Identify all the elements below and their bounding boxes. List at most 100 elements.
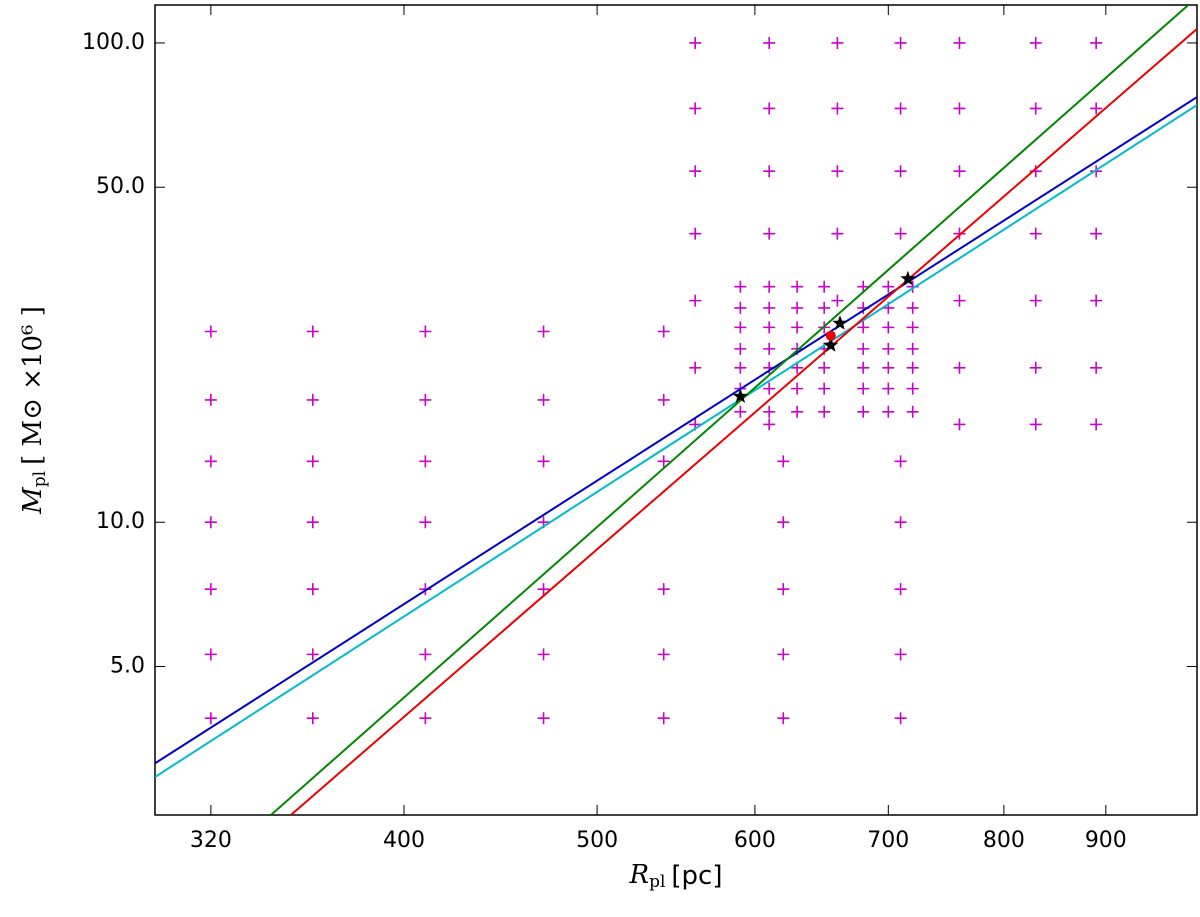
point <box>894 648 907 661</box>
point <box>734 301 747 314</box>
point <box>894 455 907 468</box>
point <box>791 301 804 314</box>
point <box>791 321 804 334</box>
fit-line <box>290 28 1197 815</box>
point <box>894 227 907 240</box>
y-tick-label: 100.0 <box>82 30 145 55</box>
point <box>306 455 319 468</box>
point <box>689 361 702 374</box>
x-tick-label: 320 <box>190 828 232 853</box>
point <box>306 393 319 406</box>
x-axis-label: Rpl [pc] <box>629 860 723 892</box>
point <box>882 342 895 355</box>
point <box>419 648 432 661</box>
point <box>763 405 776 418</box>
x-tick-label: 900 <box>1085 828 1127 853</box>
point <box>1029 36 1042 49</box>
point <box>894 712 907 725</box>
point <box>1029 294 1042 307</box>
point <box>953 36 966 49</box>
point <box>818 361 831 374</box>
fit-line <box>270 5 1189 815</box>
point <box>894 583 907 596</box>
point <box>734 361 747 374</box>
point <box>906 361 919 374</box>
point <box>419 325 432 338</box>
point <box>894 36 907 49</box>
point <box>689 227 702 240</box>
point <box>657 712 670 725</box>
x-tick-label: 600 <box>734 828 776 853</box>
point <box>204 325 217 338</box>
point <box>306 516 319 529</box>
point <box>831 102 844 115</box>
point <box>763 165 776 178</box>
point <box>763 102 776 115</box>
point <box>953 361 966 374</box>
point <box>763 280 776 293</box>
point <box>832 315 848 330</box>
point <box>204 516 217 529</box>
point <box>857 405 870 418</box>
point <box>734 405 747 418</box>
y-tick-label: 10.0 <box>96 509 145 534</box>
fit-line <box>155 104 1197 778</box>
point <box>882 405 895 418</box>
point <box>1090 361 1103 374</box>
point <box>657 455 670 468</box>
point <box>900 270 916 286</box>
x-tick-label: 500 <box>576 828 618 853</box>
point <box>306 583 319 596</box>
point <box>1090 102 1103 115</box>
point <box>419 516 432 529</box>
point <box>791 382 804 395</box>
point <box>777 516 790 529</box>
point <box>419 393 432 406</box>
point <box>906 301 919 314</box>
point <box>818 301 831 314</box>
point <box>419 712 432 725</box>
point <box>204 393 217 406</box>
point <box>1090 227 1103 240</box>
point <box>894 102 907 115</box>
point <box>306 325 319 338</box>
point <box>763 342 776 355</box>
point <box>689 165 702 178</box>
point <box>857 342 870 355</box>
point <box>734 342 747 355</box>
point <box>818 382 831 395</box>
x-tick-label: 700 <box>867 828 909 853</box>
point <box>1090 36 1103 49</box>
y-axis-label: Mpl[ M⊙ ×10⁶ ] <box>18 306 50 515</box>
point <box>1029 102 1042 115</box>
point <box>419 583 432 596</box>
point <box>419 455 432 468</box>
point <box>1029 361 1042 374</box>
point <box>763 418 776 431</box>
point <box>657 648 670 661</box>
point <box>657 583 670 596</box>
point <box>831 227 844 240</box>
point <box>953 165 966 178</box>
point <box>894 165 907 178</box>
point <box>823 337 839 352</box>
point <box>857 361 870 374</box>
point <box>537 583 550 596</box>
point <box>537 712 550 725</box>
point <box>537 325 550 338</box>
point <box>906 382 919 395</box>
point <box>906 321 919 334</box>
point <box>1090 418 1103 431</box>
point <box>1029 227 1042 240</box>
point <box>204 648 217 661</box>
point <box>906 342 919 355</box>
point <box>894 516 907 529</box>
point <box>537 393 550 406</box>
x-tick-label: 400 <box>383 828 425 853</box>
point <box>689 294 702 307</box>
point <box>306 712 319 725</box>
point <box>537 648 550 661</box>
point <box>204 712 217 725</box>
point <box>763 321 776 334</box>
plot-frame <box>154 4 1198 816</box>
